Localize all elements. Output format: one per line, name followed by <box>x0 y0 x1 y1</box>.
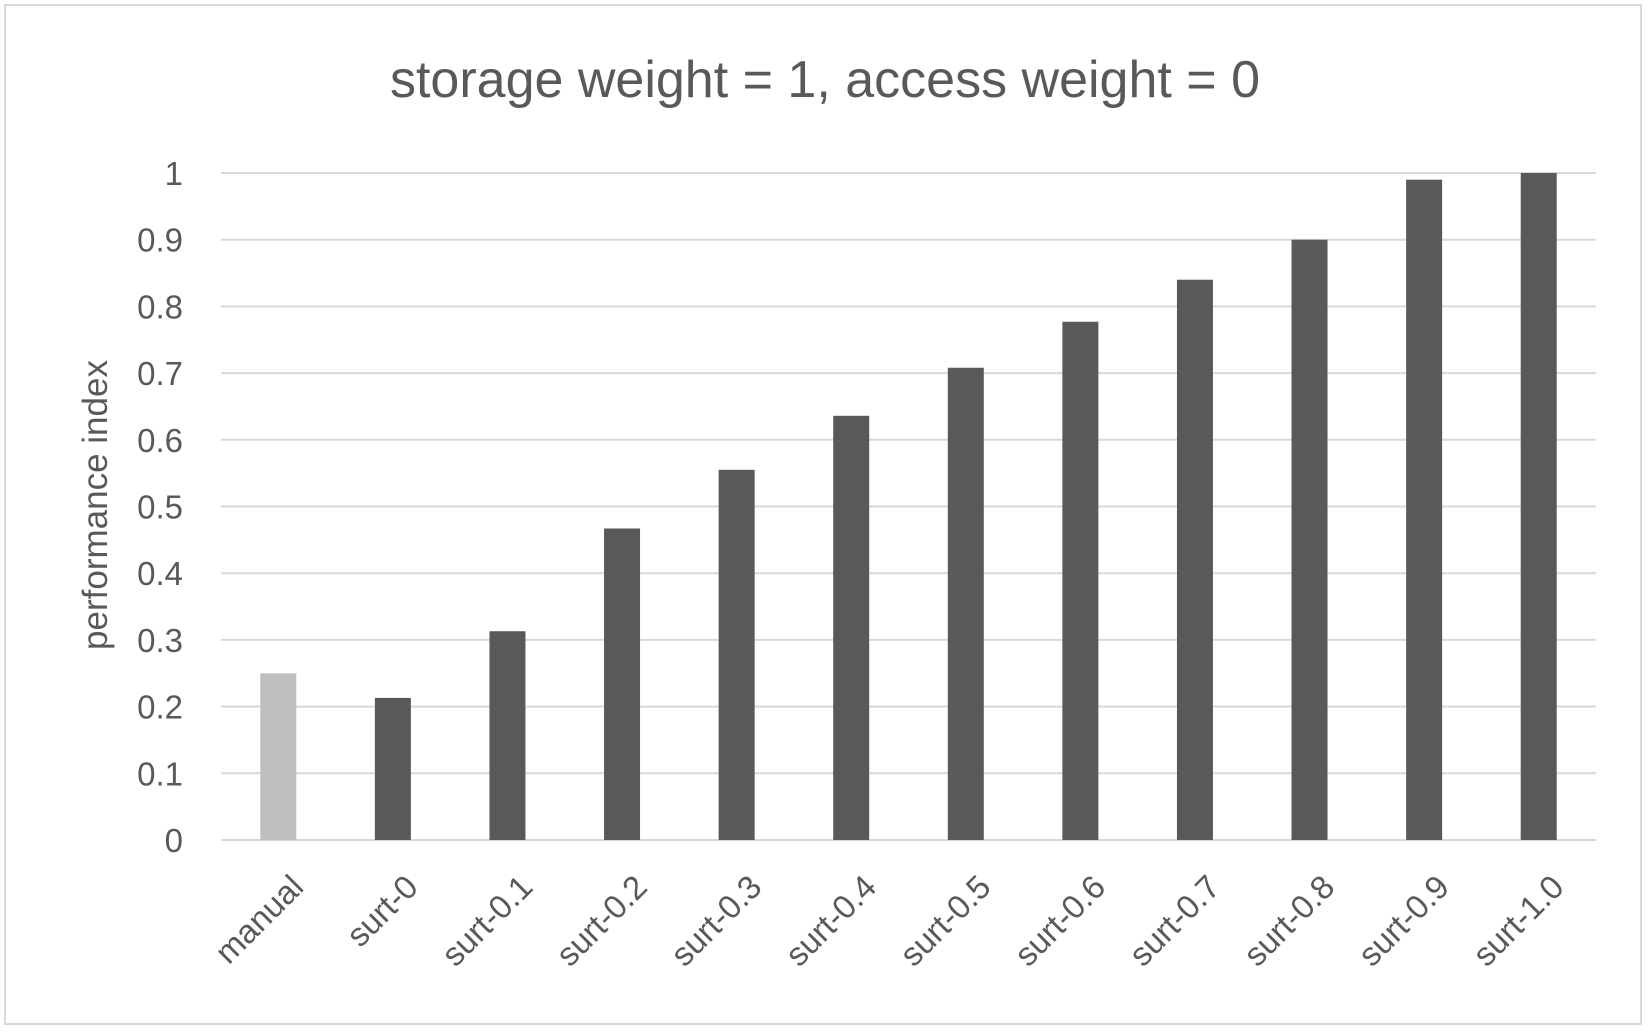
bar-surt-1.0 <box>1520 173 1557 840</box>
x-tick-label: surt-0.4 <box>778 868 883 973</box>
x-tick-label: surt-0.7 <box>1122 868 1227 973</box>
y-axis-label: performance index <box>76 360 115 650</box>
y-tick-label: 0.9 <box>137 222 183 259</box>
bar-surt-0 <box>374 697 411 840</box>
y-tick-label: 1 <box>165 155 183 192</box>
bar-surt-0.2 <box>604 528 641 840</box>
y-tick-label: 0.6 <box>137 422 183 459</box>
bar-surt-0.5 <box>947 367 984 840</box>
y-tick-label: 0.8 <box>137 288 183 325</box>
bar-surt-0.3 <box>718 469 755 840</box>
chart-frame <box>4 4 1642 1025</box>
x-tick-label: surt-0.2 <box>549 868 654 973</box>
x-tick-label: surt-0.6 <box>1007 868 1112 973</box>
x-tick-label: surt-0.9 <box>1351 868 1456 973</box>
y-tick-label: 0.7 <box>137 355 183 392</box>
x-tick-labels: manual surt-0 surt-0.1 surt-0.2 surt-0.3 surt… <box>208 868 1571 973</box>
bar-surt-0.1 <box>489 631 526 840</box>
y-tick-label: 0.5 <box>137 489 183 526</box>
x-tick-label: surt-1.0 <box>1465 868 1570 973</box>
bars <box>260 173 1557 841</box>
y-tick-labels: 0 0.1 0.2 0.3 0.4 0.5 0.6 0.7 0.8 0.9 1 <box>137 155 183 859</box>
bar-surt-0.6 <box>1062 321 1099 841</box>
x-tick-label: surt-0.5 <box>892 868 997 973</box>
bar-manual <box>260 673 297 840</box>
y-tick-label: 0.3 <box>137 622 183 659</box>
gridlines <box>221 172 1596 841</box>
y-tick-label: 0.4 <box>137 555 183 592</box>
x-tick-label: surt-0.3 <box>663 868 768 973</box>
x-tick-label: surt-0.8 <box>1236 868 1341 973</box>
y-tick-label: 0 <box>165 822 183 859</box>
chart-title: storage weight = 1, access weight = 0 <box>390 51 1260 109</box>
x-tick-label: manual <box>208 868 311 971</box>
bar-surt-0.4 <box>833 415 870 840</box>
bar-surt-0.9 <box>1406 179 1443 841</box>
y-tick-label: 0.1 <box>137 755 183 792</box>
y-tick-label: 0.2 <box>137 689 183 726</box>
bar-surt-0.7 <box>1176 279 1213 841</box>
bar-surt-0.8 <box>1291 239 1328 840</box>
x-tick-label: surt-0.1 <box>434 868 539 973</box>
x-tick-label: surt-0 <box>339 868 425 954</box>
